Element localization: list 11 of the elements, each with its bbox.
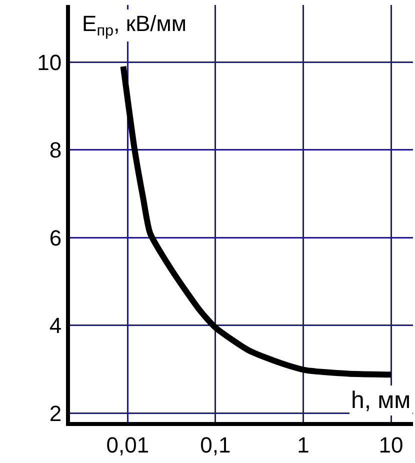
y-tick-label: 10: [37, 50, 62, 75]
x-axis-title: h, мм: [351, 387, 411, 414]
x-tick-label: 0,01: [106, 432, 150, 458]
x-tick-label: 1: [297, 432, 310, 458]
y-tick-label: 4: [49, 313, 62, 338]
y-tick-label: 8: [49, 138, 62, 163]
x-tick-label: 10: [378, 432, 404, 458]
y-tick-label: 6: [49, 225, 62, 250]
x-tick-label: 0,1: [200, 432, 231, 458]
y-tick-label: 2: [49, 400, 62, 426]
y-axis-title: E$_{пр}$, кВ/мм: [82, 11, 186, 40]
